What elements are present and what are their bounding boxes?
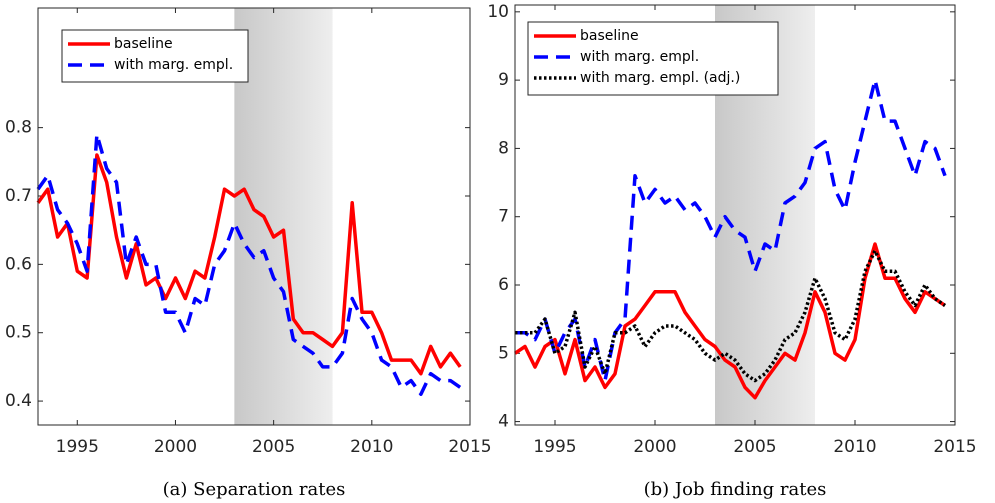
data-line <box>36 153 462 376</box>
legend: baseline with marg. empl. <box>61 29 249 83</box>
y-tick-label: 6 <box>498 275 509 295</box>
y-tick-label: 0.6 <box>5 254 32 274</box>
y-tick-label: 0.7 <box>5 186 32 206</box>
x-tick-label: 1995 <box>56 437 99 457</box>
legend-label: with marg. empl. (adj.) <box>580 70 740 86</box>
data-line <box>514 242 946 400</box>
axes-frame <box>37 7 471 426</box>
legend-label: with marg. empl. <box>114 57 233 73</box>
y-tick-label: 0.8 <box>5 118 32 138</box>
x-tick-label: 2010 <box>833 437 876 457</box>
legend: baseline with marg. empl. with marg. empl.… <box>527 21 779 96</box>
axes-frame <box>514 4 956 426</box>
x-tick-label: 2000 <box>154 437 197 457</box>
y-tick-label: 0.4 <box>5 391 32 411</box>
y-tick-label: 7 <box>498 207 509 227</box>
y-tick-label: 8 <box>498 138 509 158</box>
legend-label: with marg. empl. <box>580 49 699 65</box>
x-tick-label: 2000 <box>633 437 676 457</box>
caption: (a) Separation rates <box>163 479 346 500</box>
data-line <box>515 78 947 383</box>
legend-box <box>61 29 249 83</box>
y-tick-label: 5 <box>498 343 509 363</box>
recession-shade <box>234 8 333 425</box>
y-tick-label: 0.5 <box>5 323 32 343</box>
caption: (b) Job finding rates <box>644 479 827 500</box>
x-tick-label: 2005 <box>733 437 776 457</box>
y-tick-label: 10 <box>487 2 509 22</box>
x-tick-label: 1995 <box>533 437 576 457</box>
legend-label: baseline <box>580 28 639 44</box>
y-tick-label: 9 <box>498 70 509 90</box>
x-tick-label: 2015 <box>933 437 976 457</box>
legend-label: baseline <box>114 36 173 52</box>
data-line <box>515 249 946 383</box>
x-tick-label: 2005 <box>252 437 295 457</box>
x-tick-label: 2010 <box>350 437 393 457</box>
y-tick-label: 4 <box>498 412 509 432</box>
data-line <box>36 132 462 396</box>
x-tick-label: 2015 <box>448 437 491 457</box>
